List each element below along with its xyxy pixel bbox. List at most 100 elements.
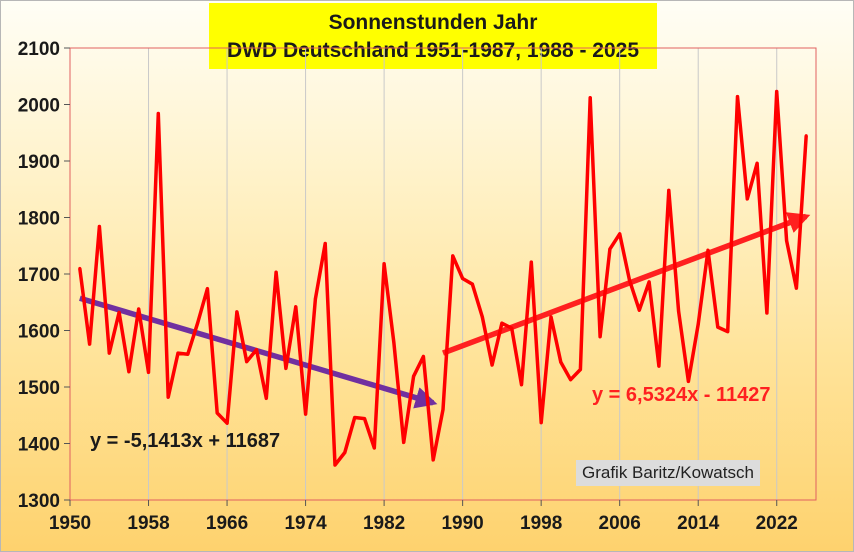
x-tick-label: 1982 [363, 513, 405, 534]
credit-label: Grafik Baritz/Kowatsch [576, 460, 760, 486]
data-point [402, 440, 406, 444]
data-point [225, 421, 229, 425]
x-tick-label: 2022 [756, 513, 798, 534]
data-point [490, 363, 494, 367]
data-point [313, 297, 317, 301]
data-point [451, 254, 455, 258]
data-point [598, 335, 602, 339]
data-point [726, 330, 730, 334]
y-tick-label: 1900 [18, 152, 60, 173]
data-point [470, 282, 474, 286]
data-point [755, 161, 759, 165]
y-tick-label: 1800 [18, 209, 60, 230]
data-point [637, 308, 641, 312]
data-point [97, 225, 101, 229]
data-point [775, 90, 779, 94]
data-point [362, 417, 366, 421]
data-point [353, 416, 357, 420]
data-point [323, 241, 327, 245]
data-point [461, 277, 465, 281]
data-point [156, 112, 160, 116]
data-point [804, 134, 808, 138]
data-point [255, 348, 258, 352]
data-point [166, 395, 170, 399]
data-point [794, 286, 798, 290]
chart-title: Sonnenstunden Jahr [328, 11, 538, 34]
data-point [549, 315, 553, 319]
data-point [569, 378, 573, 382]
x-axis: 1950 1958 1966 1974 1982 1990 1998 2006 2014 2022 [49, 500, 798, 534]
data-point [205, 287, 209, 291]
y-tick-label: 1700 [18, 265, 60, 286]
trend-arrow-1988-2025 [442, 212, 811, 356]
data-point [245, 360, 249, 364]
data-point [539, 421, 543, 425]
data-point [628, 278, 631, 282]
y-tick-label: 2100 [18, 39, 60, 60]
data-point [559, 360, 563, 364]
data-point [706, 248, 710, 252]
data-point [578, 367, 582, 371]
data-point [647, 280, 651, 284]
data-point [745, 197, 749, 201]
title-box: Sonnenstunden Jahr DWD Deutschland 1951-… [209, 3, 657, 69]
data-series [78, 89, 808, 467]
data-point [480, 315, 484, 319]
data-point [117, 310, 121, 314]
data-point [716, 325, 720, 329]
data-point [520, 383, 524, 387]
data-point [667, 188, 671, 192]
data-point [372, 446, 376, 450]
data-point [264, 396, 268, 400]
x-tick-label: 2014 [677, 513, 720, 534]
data-point [343, 451, 347, 455]
y-tick-label: 1300 [18, 491, 60, 512]
y-tick-label: 1500 [18, 378, 60, 399]
data-point [529, 260, 533, 264]
data-point [147, 370, 151, 374]
data-point [588, 96, 592, 100]
data-point [785, 239, 789, 243]
data-point [500, 321, 504, 325]
data-point [431, 458, 435, 462]
y-tick-label: 1600 [18, 322, 60, 343]
data-point [294, 305, 298, 309]
y-axis: 1300 1400 1500 1600 1700 1800 1900 2000 2100 [18, 39, 70, 512]
data-point [78, 266, 82, 270]
data-point [412, 374, 416, 378]
data-point [107, 351, 111, 355]
chart-subtitle: DWD Deutschland 1951-1987, 1988 - 2025 [226, 39, 640, 62]
data-point [88, 342, 92, 346]
x-tick-label: 1958 [127, 513, 169, 534]
trend-lines [79, 212, 811, 409]
data-point [608, 247, 612, 251]
data-point [765, 311, 769, 315]
data-point [618, 232, 622, 236]
x-tick-label: 1998 [520, 513, 562, 534]
data-point [441, 408, 445, 412]
x-tick-label: 1950 [49, 513, 91, 534]
data-point [677, 309, 681, 313]
data-point [235, 310, 239, 314]
data-point [304, 412, 308, 416]
data-point [274, 270, 278, 274]
data-point [382, 262, 386, 266]
data-point [127, 370, 131, 374]
data-point [696, 322, 700, 326]
y-tick-label: 2000 [18, 96, 60, 117]
data-point [137, 307, 141, 311]
x-tick-label: 1974 [284, 513, 327, 534]
x-tick-label: 2006 [599, 513, 641, 534]
y-tick-label: 1400 [18, 435, 60, 456]
data-point [186, 352, 190, 356]
x-tick-label: 1990 [441, 513, 483, 534]
data-point [421, 354, 425, 358]
trend-equation-right: y = 6,5324x - 11427 [592, 384, 771, 406]
data-point [284, 366, 288, 370]
data-point [686, 379, 690, 383]
data-point [657, 364, 661, 368]
data-point [735, 95, 739, 99]
x-tick-label: 1966 [206, 513, 248, 534]
data-point [510, 326, 514, 330]
